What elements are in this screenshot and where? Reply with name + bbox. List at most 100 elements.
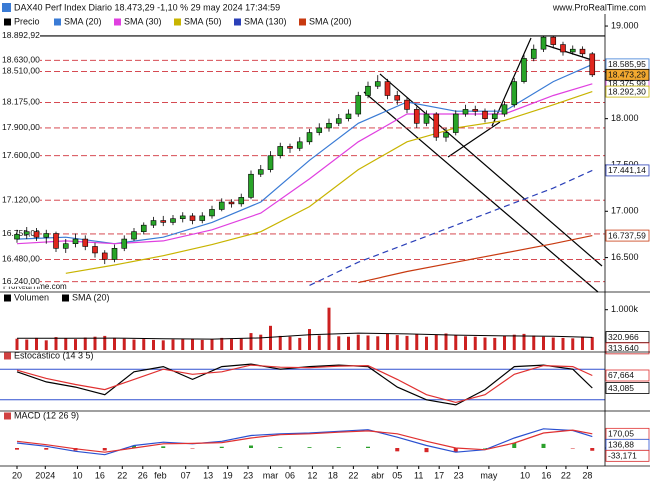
volume-bar	[347, 336, 350, 350]
site: www.ProRealTime.com	[552, 2, 646, 12]
y-tick-label: 19.000	[611, 20, 639, 30]
candle-body	[140, 224, 147, 232]
value-tag-bg	[605, 164, 650, 177]
volume-bar	[239, 338, 243, 350]
volume-bar	[464, 336, 467, 350]
value-tag-bg	[605, 229, 650, 242]
volume-bar	[337, 336, 341, 350]
histogram-bar	[453, 448, 458, 453]
candle-body	[540, 36, 547, 50]
value-tag: 43,085	[608, 383, 634, 393]
y-tick-label: 17.000	[611, 206, 639, 216]
x-tick-label: 06	[285, 470, 295, 480]
panel-title: Estocástico (14 3 5)	[14, 350, 94, 360]
volume-bar	[44, 340, 48, 350]
volume-bar	[93, 336, 97, 350]
histogram-bar	[102, 448, 107, 451]
candle-body	[131, 231, 137, 240]
histogram-bar	[395, 448, 400, 452]
level-label: 17.120,00	[2, 194, 40, 204]
trend-line	[541, 43, 593, 61]
volume-bar	[191, 338, 194, 350]
candle-body	[530, 48, 537, 59]
candle-body	[170, 218, 176, 223]
volume-bar	[522, 333, 526, 350]
volume-bar	[532, 335, 536, 350]
volume-bar	[444, 333, 448, 350]
level-label-bg	[0, 254, 40, 265]
histogram-bar	[590, 448, 595, 451]
level-label-bg	[0, 195, 40, 206]
value-tag: 18.585,95	[608, 59, 646, 69]
candle-body	[452, 113, 459, 133]
candle-body	[267, 155, 274, 170]
candle-body	[443, 132, 449, 138]
volume-bar	[454, 335, 458, 350]
volume-bar	[161, 340, 165, 350]
volume-bar	[259, 334, 263, 350]
volume-bar	[590, 337, 594, 350]
level-label: 18.510,00	[2, 66, 40, 76]
level-label: 16.480,00	[2, 254, 40, 264]
legend-label: SMA (130)	[244, 16, 287, 26]
x-tick-label: 19	[223, 470, 233, 480]
volume-bar	[503, 335, 506, 350]
candle-body	[179, 215, 186, 219]
x-tick-label: 22	[561, 470, 571, 480]
volume-bar	[356, 334, 360, 350]
value-tag: 170,05	[608, 429, 634, 439]
volume-bar	[103, 335, 107, 350]
candle-body	[521, 58, 527, 82]
candle-body	[228, 201, 235, 205]
level-label: 17.900,00	[2, 122, 40, 132]
x-tick-label: 26	[138, 470, 148, 480]
value-tag: 17.441,14	[608, 165, 646, 175]
x-tick-label: feb	[154, 470, 167, 480]
candle-body	[101, 252, 108, 260]
histogram-bar	[366, 446, 370, 448]
volume-bar	[425, 336, 428, 350]
legend-swatch	[4, 412, 11, 420]
volume-bar	[512, 334, 516, 350]
candle-body	[569, 48, 576, 53]
legend-label: SMA (20)	[72, 292, 110, 302]
legend-swatch	[234, 18, 241, 26]
volume-bar	[35, 337, 38, 350]
volume-bar	[132, 339, 136, 350]
candle-body	[248, 173, 254, 198]
volume-bar	[551, 337, 555, 350]
candle-body	[394, 95, 401, 101]
value-tag: -33,171	[608, 451, 637, 461]
candle-body	[209, 209, 215, 217]
legend-label: SMA (20)	[64, 16, 102, 26]
candle-body	[218, 201, 225, 210]
value-tag-bg	[605, 342, 650, 355]
value-tag: 313.640	[608, 343, 639, 353]
level-label: 16.755,00	[2, 228, 40, 238]
candle-body	[579, 48, 586, 55]
sma-line	[358, 235, 593, 284]
level-label-bg	[0, 55, 40, 66]
histogram-bar	[541, 443, 546, 448]
panel-title: Volumen	[14, 292, 49, 302]
volume-bar	[152, 339, 155, 350]
candle-body	[384, 81, 391, 96]
candle-body	[82, 238, 89, 247]
legend-swatch	[4, 18, 11, 26]
volume-bar	[571, 338, 575, 350]
volume-bar	[405, 335, 409, 350]
candle-body	[365, 85, 371, 96]
candle-body	[404, 99, 410, 110]
legend-swatch	[54, 18, 61, 26]
volume-bar	[483, 337, 487, 350]
volume-bar	[249, 333, 253, 350]
candle-body	[306, 132, 313, 143]
candle-body	[501, 104, 508, 115]
level-label: 17.600,00	[2, 150, 40, 160]
histogram-bar	[15, 448, 19, 450]
volume-bar	[395, 335, 399, 350]
x-tick-label: 10	[520, 470, 530, 480]
indicator-line	[16, 428, 593, 456]
